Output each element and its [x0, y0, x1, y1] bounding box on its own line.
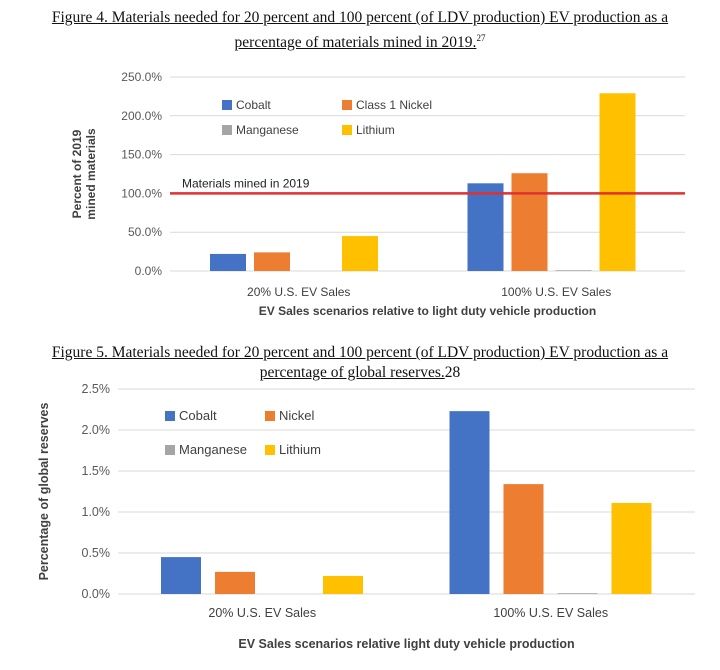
legend-swatch [265, 445, 275, 455]
legend-swatch [165, 411, 175, 421]
legend-label: Lithium [356, 123, 395, 137]
y-tick-label: 2.0% [82, 423, 111, 437]
x-category-label: 20% U.S. EV Sales [208, 606, 316, 620]
bar-cobalt [161, 557, 201, 594]
y-axis-title-line: mined materials [84, 128, 98, 220]
figure4-chart: 0.0% 50.0% 100.0% 150.0% 200.0% 250.0% 20% U.S… [70, 70, 685, 318]
x-axis-title: EV Sales scenarios relative light duty v… [238, 637, 574, 651]
bar-nickel [503, 484, 544, 594]
y-tick-label: 1.5% [82, 464, 111, 478]
y-tick-label: 0.0% [82, 587, 111, 601]
legend-label: Nickel [279, 408, 315, 423]
legend-label: Manganese [179, 442, 247, 457]
legend-label: Cobalt [179, 408, 217, 423]
y-tick-label: 1.0% [82, 505, 111, 519]
y-axis-title: Percentage of global reserves [37, 403, 51, 581]
y-tick-label: 50.0% [128, 225, 162, 239]
x-category-label: 100% U.S. EV Sales [493, 606, 608, 620]
y-tick-label: 150.0% [121, 148, 162, 162]
figure5-caption-line2: percentage of global reserves. [259, 364, 445, 381]
bar-manganese [555, 270, 592, 271]
legend-swatch [342, 100, 352, 110]
figure5-caption: Figure 5. Materials needed for 20 percen… [0, 343, 720, 383]
bar-lithium [611, 502, 652, 594]
legend-swatch [222, 100, 232, 110]
legend-swatch [165, 445, 175, 455]
y-tick-label: 250.0% [121, 70, 162, 84]
legend-label: Manganese [236, 123, 299, 137]
figure5-chart: 0.0% 0.5% 1.0% 1.5% 2.0% 2.5% 20% U.S. EV Sale… [37, 382, 695, 651]
bar-lithium [599, 93, 636, 271]
y-axis-title: Percent of 2019mined materials [70, 128, 98, 220]
legend-label: Lithium [279, 442, 321, 457]
bar-class-1-nickel [511, 173, 548, 271]
figure4-caption-line1: Figure 4. Materials needed for 20 percen… [51, 9, 669, 26]
legend-swatch [342, 125, 352, 135]
y-axis-title-line: Percent of 2019 [70, 129, 84, 218]
figure4-footnote: 27 [476, 33, 486, 43]
figure5-caption-line1: Figure 5. Materials needed for 20 percen… [51, 344, 669, 361]
y-tick-label: 0.5% [82, 546, 111, 560]
bar-class-1-nickel [254, 252, 290, 271]
bar-cobalt [467, 183, 504, 271]
bar-lithium [342, 236, 378, 271]
x-axis-title: EV Sales scenarios relative to light dut… [259, 304, 596, 318]
y-tick-label: 0.0% [135, 264, 163, 278]
legend-swatch [265, 411, 275, 421]
bar-cobalt [449, 411, 490, 594]
figure4-caption-line2: percentage of materials mined in 2019. [234, 34, 477, 52]
y-tick-label: 2.5% [82, 382, 111, 396]
x-category-label: 20% U.S. EV Sales [247, 285, 350, 299]
x-category-label: 100% U.S. EV Sales [501, 285, 611, 299]
y-tick-label: 100.0% [121, 186, 162, 200]
legend-swatch [222, 125, 232, 135]
y-tick-label: 200.0% [121, 109, 162, 123]
bar-manganese [557, 593, 598, 594]
bar-lithium [323, 575, 363, 594]
legend-label: Class 1 Nickel [356, 98, 432, 112]
legend-label: Cobalt [236, 98, 271, 112]
reference-line-label: Materials mined in 2019 [182, 176, 310, 190]
figure4-caption: Figure 4. Materials needed for 20 percen… [0, 8, 720, 53]
bar-nickel [215, 571, 255, 594]
bar-cobalt [210, 253, 246, 271]
figure5-footnote: 28 [444, 364, 461, 381]
